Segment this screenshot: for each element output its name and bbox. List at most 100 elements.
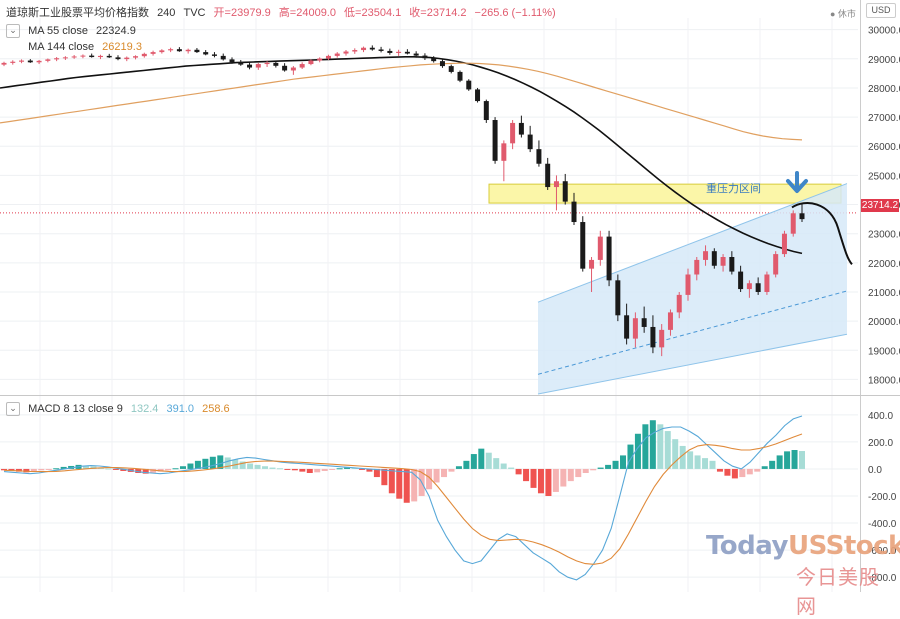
macd-histogram-bar [634, 433, 641, 469]
macd-histogram-bar [739, 468, 746, 478]
macd-histogram-bar [508, 467, 515, 469]
candle-body [299, 64, 305, 68]
resistance-zone [488, 183, 842, 204]
market-status: ● 休市 [830, 9, 856, 19]
low-value: 低=23504.1 [344, 7, 402, 19]
macd-histogram-bar [30, 468, 37, 472]
candle-body [510, 122, 516, 144]
symbol-name[interactable]: 道琼斯工业股票平均价格指数 [6, 7, 149, 19]
macd-histogram-bar [657, 424, 664, 469]
symbol-header: 道琼斯工业股票平均价格指数 240 TVC 开=23979.9 高=24009.… [6, 4, 561, 20]
candle-body [325, 55, 331, 59]
macd-line-value: 391.0 [166, 402, 195, 415]
macd-histogram-bar [627, 444, 634, 469]
watermark-cn: 今日美股网 [796, 565, 880, 618]
macd-histogram-bar [575, 468, 582, 478]
macd-signal-line [3, 433, 803, 565]
candle-body [97, 55, 103, 58]
macd-histogram-bar [493, 458, 500, 469]
candle-body [676, 294, 682, 313]
pane-separator[interactable] [0, 395, 900, 396]
chevron-down-icon[interactable]: ⌄ [6, 402, 20, 416]
candle-body [439, 61, 445, 67]
macd-histogram-bar [716, 468, 723, 472]
candle-body [19, 60, 25, 62]
candle-body [553, 181, 559, 188]
macd-histogram-bar [761, 466, 768, 469]
interval-label[interactable]: 240 [157, 7, 176, 19]
ma55-legend[interactable]: ⌄ MA 55 close 22324.9 [6, 24, 141, 38]
ma55-value: 22324.9 [96, 24, 136, 37]
candle-body [781, 233, 787, 255]
candle-body [255, 64, 261, 68]
macd-histogram-bar [83, 465, 90, 469]
chevron-down-icon[interactable]: ⌄ [6, 24, 20, 38]
ma144-legend[interactable]: MA 144 close 26219.3 [6, 41, 147, 53]
candle-body [597, 236, 603, 260]
candle-body [711, 251, 717, 266]
candle-body [387, 50, 393, 53]
macd-hist-value: 132.4 [130, 402, 159, 415]
candle-body [738, 271, 744, 290]
candle-body [361, 47, 367, 51]
candle-body [247, 64, 253, 68]
macd-tick-label: 400.0 [868, 411, 893, 422]
macd-histogram-bar [254, 464, 261, 469]
candle-body [369, 47, 375, 50]
macd-histogram-bar [209, 456, 216, 469]
candle-body [545, 163, 551, 188]
candle-body [746, 283, 752, 290]
ma144-line [0, 62, 803, 141]
macd-histogram-bar [336, 468, 343, 470]
candle-body [176, 49, 182, 52]
zone-label: 重压力区间 [706, 183, 761, 195]
macd-panel [0, 414, 858, 581]
y-tick-label: 25000.0 [868, 171, 900, 182]
macd-histogram-bar [262, 466, 269, 469]
macd-histogram-bar [642, 424, 649, 469]
macd-histogram-bar [597, 467, 604, 469]
currency-button[interactable]: USD [866, 3, 896, 18]
candle-body [764, 274, 770, 292]
y-tick-label: 27000.0 [868, 113, 900, 124]
y-tick-label: 19000.0 [868, 346, 900, 357]
candle-body [475, 89, 481, 102]
ma144-label: MA 144 close [28, 41, 95, 53]
macd-histogram-bar [478, 448, 485, 469]
macd-histogram-bar [679, 445, 686, 469]
zones [488, 183, 842, 204]
macd-histogram-bar [455, 466, 462, 469]
candle-body [667, 312, 673, 330]
candle-body [632, 318, 638, 339]
candle-body [54, 58, 60, 60]
macd-histogram-bar [321, 468, 328, 471]
macd-histogram-bar [53, 468, 60, 470]
channel-mid [537, 290, 848, 375]
candle-body [290, 67, 296, 71]
watermark-brand: TodayUSStock [706, 531, 900, 561]
candle-body [624, 315, 630, 339]
candle-body [282, 65, 288, 71]
candle-body [194, 49, 200, 53]
macd-histogram-bar [776, 455, 783, 469]
macd-histogram-bar [202, 458, 209, 469]
ma55-line [0, 55, 803, 255]
channel-upper [537, 183, 848, 303]
candle-body [1, 62, 7, 65]
y-tick-label: 26000.0 [868, 142, 900, 153]
macd-histogram-bar [567, 468, 574, 482]
macd-histogram-bar [403, 468, 410, 503]
candle-body [308, 60, 314, 65]
candle-body [71, 56, 77, 58]
macd-legend[interactable]: ⌄ MACD 8 13 close 9 132.4 391.0 258.6 [6, 402, 235, 416]
macd-histogram-bar [620, 455, 627, 469]
y-tick-label: 20000.0 [868, 317, 900, 328]
macd-histogram-bar [672, 439, 679, 469]
open-value: 开=23979.9 [213, 7, 271, 19]
macd-histogram-bar [194, 460, 201, 469]
projection-path [791, 202, 853, 265]
candle-body [422, 55, 428, 59]
close-value: 收=23714.2 [409, 7, 467, 19]
candle-body [413, 53, 419, 56]
macd-histogram-bar [448, 468, 455, 472]
